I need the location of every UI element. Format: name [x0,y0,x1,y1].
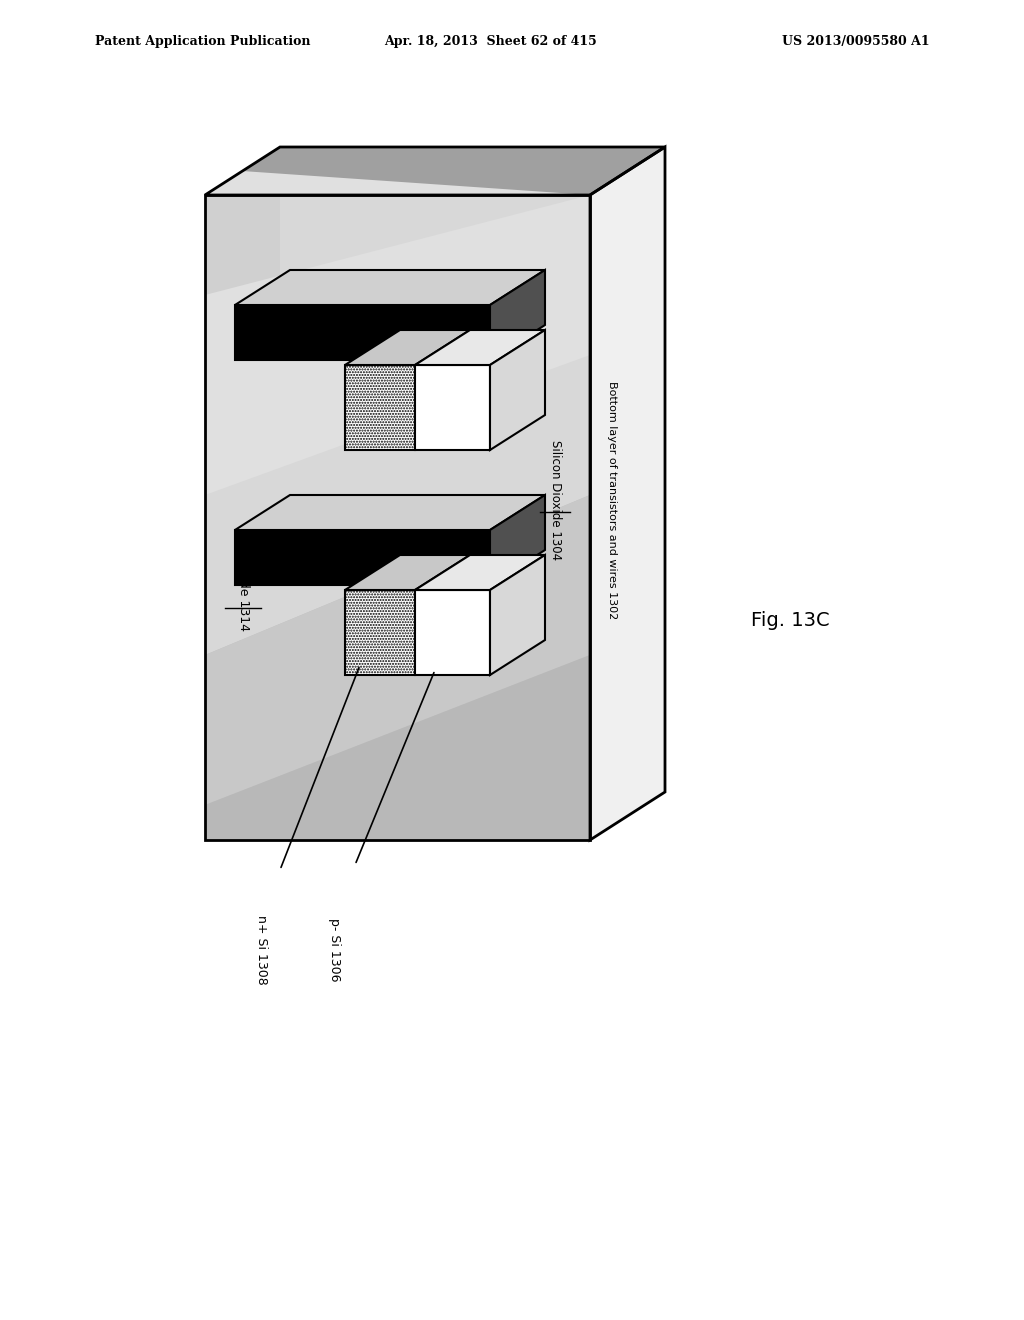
Polygon shape [345,590,415,675]
Polygon shape [234,531,490,585]
Text: Bottom layer of transistors and wires 1302: Bottom layer of transistors and wires 13… [607,381,617,619]
Polygon shape [234,305,490,360]
Polygon shape [590,147,665,840]
Polygon shape [415,554,545,590]
Polygon shape [234,495,545,531]
Polygon shape [490,271,545,360]
Polygon shape [205,147,665,195]
Polygon shape [415,366,490,450]
Polygon shape [415,590,490,675]
Polygon shape [205,147,280,495]
Text: Fig. 13C: Fig. 13C [751,610,829,630]
Text: Oxide 1314: Oxide 1314 [237,558,250,631]
Polygon shape [345,366,415,450]
Polygon shape [234,271,545,360]
Polygon shape [205,495,590,805]
Polygon shape [345,554,470,590]
Text: Apr. 18, 2013  Sheet 62 of 415: Apr. 18, 2013 Sheet 62 of 415 [384,36,596,48]
Polygon shape [234,271,545,305]
Text: Silicon Dioxide 1304: Silicon Dioxide 1304 [549,440,561,560]
Polygon shape [205,195,590,840]
Text: n+ Si 1308: n+ Si 1308 [256,915,268,985]
Polygon shape [205,195,590,655]
Text: Patent Application Publication: Patent Application Publication [95,36,310,48]
Polygon shape [242,147,665,195]
Polygon shape [205,655,590,840]
Polygon shape [590,147,665,205]
Polygon shape [490,495,545,585]
Text: p- Si 1306: p- Si 1306 [329,919,341,982]
Polygon shape [490,554,545,675]
Text: US 2013/0095580 A1: US 2013/0095580 A1 [782,36,930,48]
Polygon shape [234,495,545,585]
Polygon shape [415,330,545,366]
Polygon shape [345,330,470,366]
Polygon shape [205,147,665,195]
Polygon shape [205,195,590,495]
Polygon shape [490,330,545,450]
